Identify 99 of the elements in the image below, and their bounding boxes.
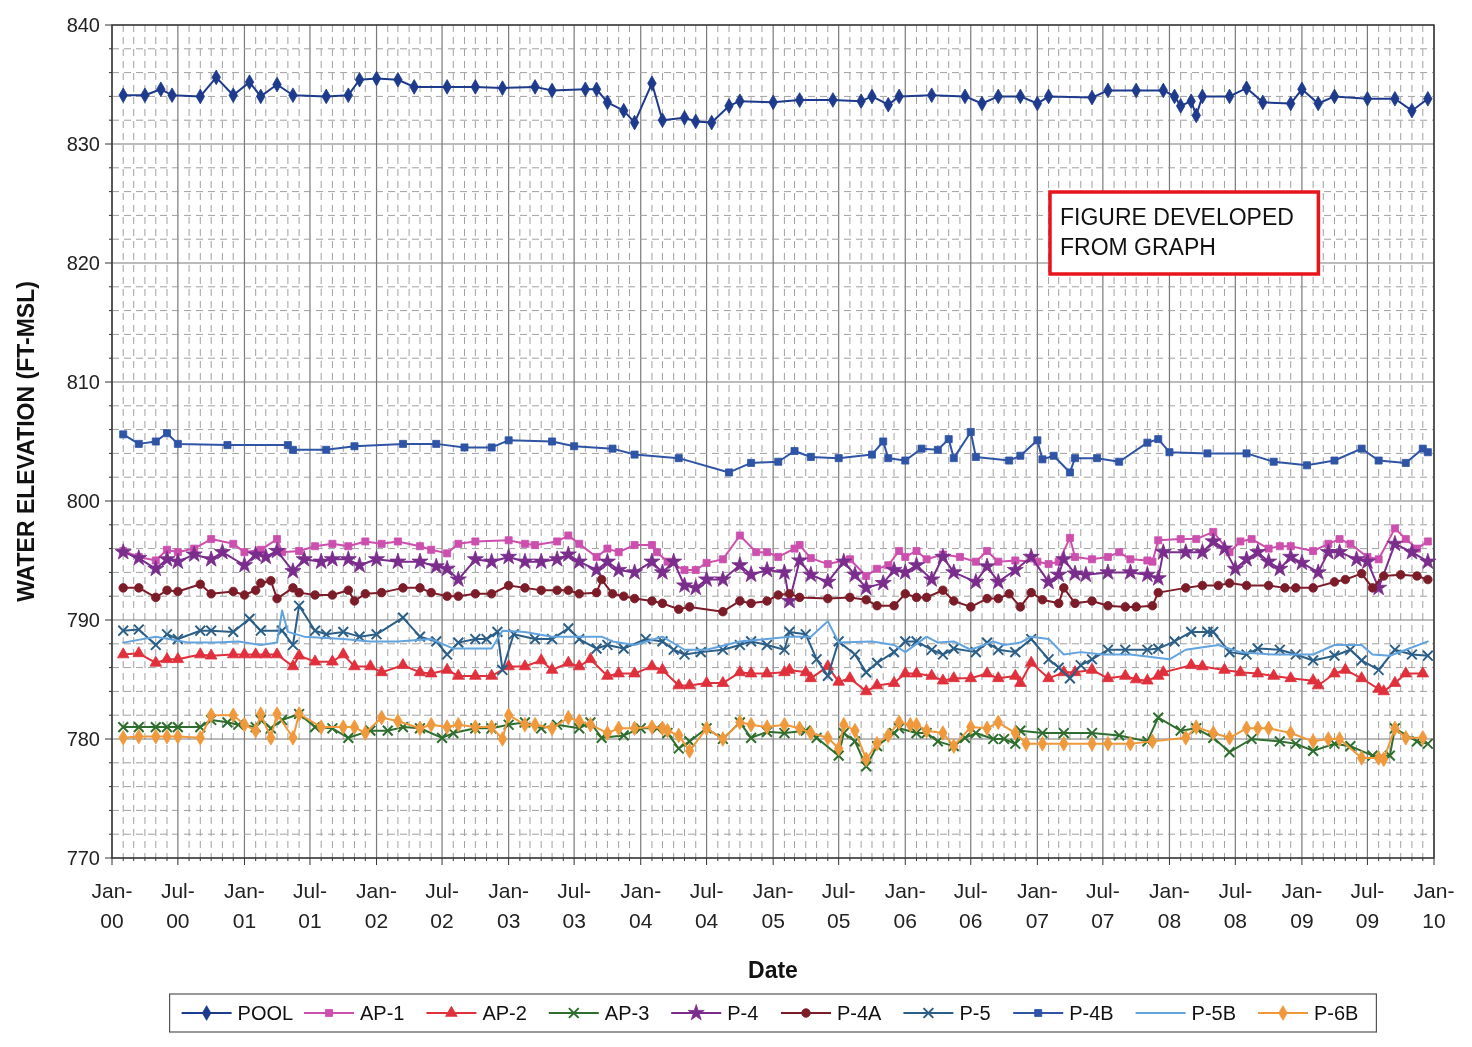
point [971,453,980,461]
point [747,458,756,467]
point [1269,457,1278,466]
point [630,450,639,459]
point [1038,455,1047,464]
point [1016,451,1025,460]
point [460,443,469,452]
x-tick-label: Jan-03 [488,879,530,932]
x-tick-label: Jul-06 [953,879,988,932]
point [119,430,128,439]
point [399,439,407,448]
point [933,445,942,454]
point [504,436,513,445]
y-tick-label: 770 [66,847,100,869]
y-tick-label: 810 [66,371,100,393]
x-tick-label: Jul-04 [689,879,724,932]
point [725,468,733,477]
point [1303,461,1311,470]
point [134,439,143,448]
point [1049,451,1058,460]
point [487,443,496,452]
point [1330,456,1339,465]
x-tick-label: Jul-08 [1218,879,1253,932]
y-tick-label: 790 [66,609,100,631]
x-tick-label: Jan-01 [224,879,265,932]
point [790,447,799,455]
legend-label: P-5 [959,1002,991,1024]
x-tick-label: Jan-02 [356,879,397,932]
point [674,454,683,463]
x-tick-label: Jul-01 [293,879,327,932]
x-tick-label: Jan-04 [620,879,662,932]
x-tick-label: Jul-03 [557,879,592,932]
point [1374,456,1383,465]
x-tick-label: Jan-06 [884,879,926,932]
point [289,445,297,454]
x-tick-label: Jul-05 [821,879,856,932]
x-tick-label: Jul-00 [160,879,195,932]
point [548,437,556,446]
legend-label: P-4A [837,1002,883,1024]
point [350,442,359,451]
point [151,437,160,446]
point [774,457,783,466]
legend-label: POOL [237,1002,294,1024]
line-series [122,609,1429,661]
point [1357,444,1366,453]
y-tick-label: 800 [66,490,100,512]
x-axis-title: Date [748,957,798,983]
point [1154,435,1163,444]
point [1071,454,1079,463]
legend-label: P-5B [1191,1002,1237,1024]
point [966,428,975,436]
x-tick-label: Jan-00 [91,879,133,932]
x-tick-label: Jan-07 [1016,879,1058,932]
x-tick-label: Jan-10 [1413,879,1455,932]
point [879,437,888,446]
point [1165,448,1174,457]
point [173,439,182,448]
point [806,453,815,461]
legend-label: AP-1 [360,1002,405,1024]
x-tick-label: Jan-05 [752,879,794,932]
point [1066,468,1074,477]
point [608,444,617,453]
point [1005,456,1014,465]
point [1033,436,1042,445]
point [834,454,843,463]
point [163,429,171,438]
legend-label: P-4B [1069,1002,1114,1024]
legend-label: AP-2 [482,1002,527,1024]
point [570,442,579,451]
point [1401,458,1410,467]
y-axis-title: WATER ELEVATION (FT-MSL) [13,281,39,602]
point [1423,448,1432,457]
x-tick-label: Jul-02 [425,879,459,932]
point [1242,449,1251,458]
point [868,450,876,459]
legend-label: AP-3 [604,1002,650,1024]
x-tick-label: Jul-07 [1085,879,1120,932]
annotation: FIGURE DEVELOPED FROM GRAPH [1060,204,1294,260]
legend-label: P-6B [1314,1002,1359,1024]
y-tick-label: 830 [66,133,100,155]
point [432,439,441,448]
y-tick-label: 780 [66,728,100,750]
point [1093,454,1102,463]
point [917,444,926,453]
y-tick-label: 840 [66,14,100,36]
y-tick-label: 820 [66,252,100,274]
x-tick-label: Jan-08 [1149,879,1190,932]
point [1143,438,1152,447]
point [1203,449,1212,458]
point [901,456,910,465]
point [223,441,232,450]
point [322,445,331,454]
x-tick-label: Jan-09 [1281,879,1323,932]
x-tick-label: Jul-09 [1350,879,1385,932]
point [1115,457,1124,466]
point [949,454,958,463]
legend-label: P-4 [727,1002,759,1024]
point [884,454,893,463]
point [944,435,953,444]
